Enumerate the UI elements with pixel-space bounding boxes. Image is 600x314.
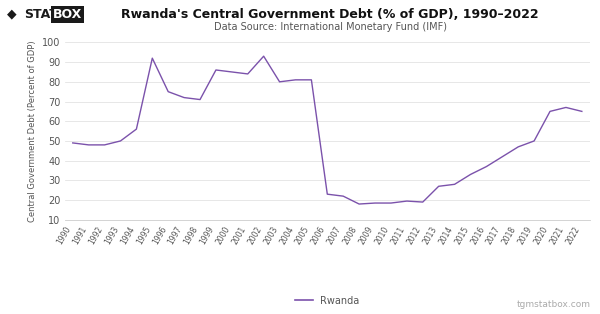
Text: Rwanda's Central Government Debt (% of GDP), 1990–2022: Rwanda's Central Government Debt (% of G… bbox=[121, 8, 539, 21]
Text: ◆: ◆ bbox=[7, 8, 17, 21]
Legend: Rwanda: Rwanda bbox=[291, 292, 364, 310]
Y-axis label: Central Government Debt (Percent of GDP): Central Government Debt (Percent of GDP) bbox=[28, 40, 37, 222]
Text: BOX: BOX bbox=[53, 8, 82, 21]
Text: tgmstatbox.com: tgmstatbox.com bbox=[517, 300, 591, 309]
Text: STAT: STAT bbox=[24, 8, 58, 21]
Text: Data Source: International Monetary Fund (IMF): Data Source: International Monetary Fund… bbox=[214, 22, 446, 32]
